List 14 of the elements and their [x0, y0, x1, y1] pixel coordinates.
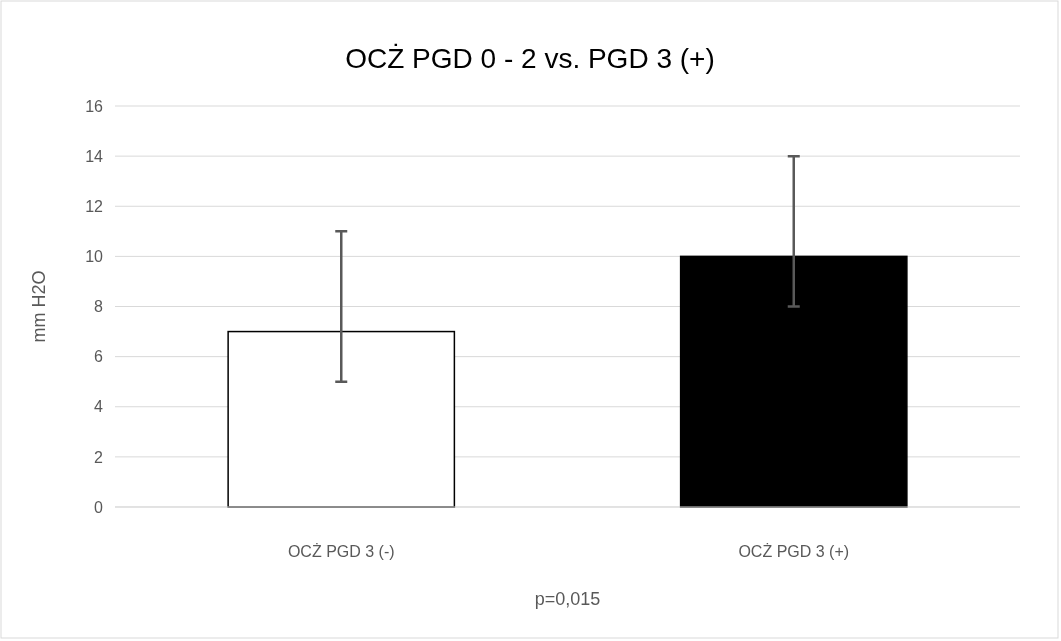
chart-title: OCŻ PGD 0 - 2 vs. PGD 3 (+) [345, 43, 715, 74]
y-tick-label: 12 [85, 197, 104, 215]
y-tick-label: 8 [94, 298, 104, 316]
y-tick-label: 0 [94, 498, 104, 516]
x-tick-label: OCŻ PGD 3 (-) [287, 542, 395, 560]
y-tick-label: 4 [94, 398, 104, 416]
y-tick-label: 14 [85, 147, 104, 165]
text: p=0,015 [534, 589, 601, 609]
y-tick-label: 6 [94, 348, 104, 366]
x-tick-label: OCŻ PGD 3 (+) [738, 542, 850, 560]
y-tick-label: 2 [94, 448, 104, 466]
y-tick-label: 16 [85, 97, 104, 115]
y-axis-title: mm H2O [29, 270, 49, 343]
y-tick-label: 10 [85, 247, 104, 265]
